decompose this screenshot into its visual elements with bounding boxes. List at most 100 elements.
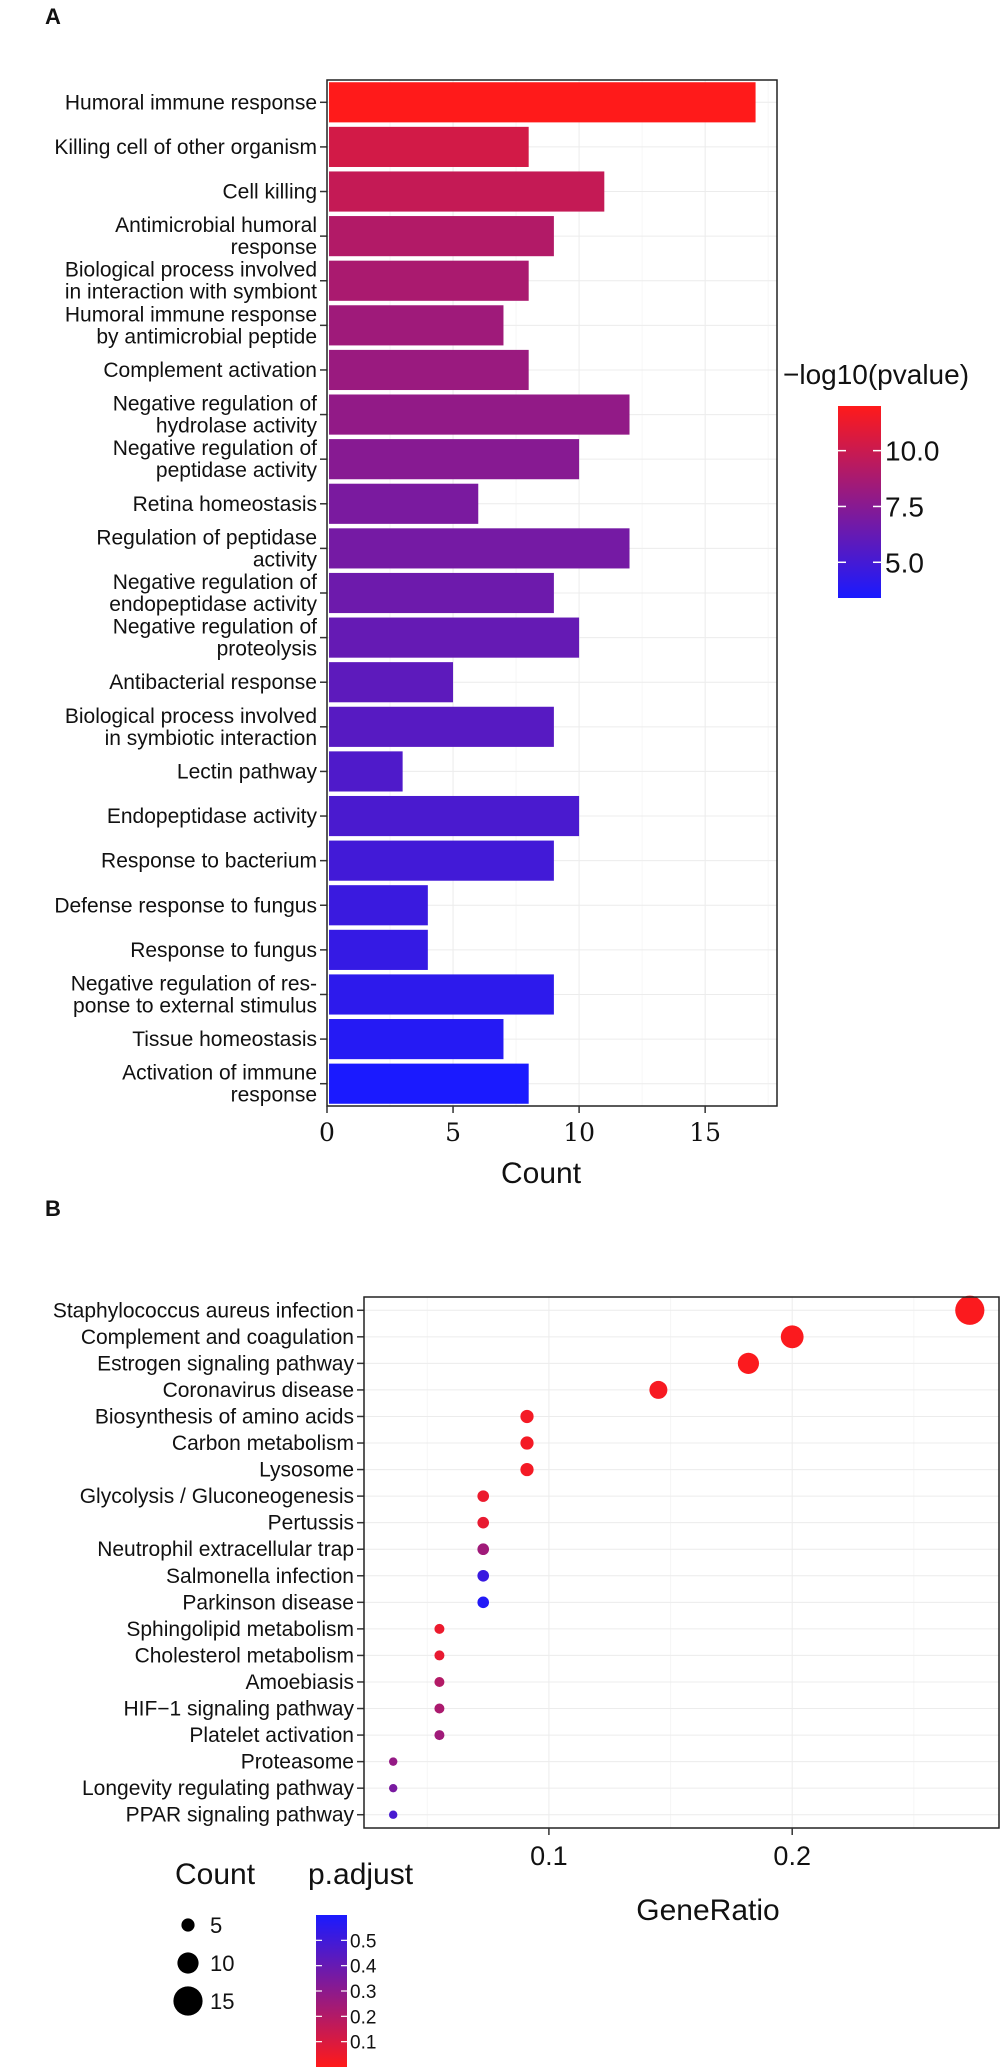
panel-a-category-label: Activation of immune response: [122, 1062, 317, 1107]
bar: [329, 885, 428, 926]
dot: [388, 1757, 398, 1766]
panel-b-x-axis-label: GeneRatio: [636, 1894, 779, 1927]
color-legend-title: p.adjust: [308, 1858, 414, 1891]
panel-b-category-label: Platelet activation: [189, 1724, 354, 1747]
panel-a-colorbar-ticks: 5.0 7.5 10.0: [838, 436, 940, 578]
size-legend-dot: [173, 1986, 203, 2016]
panel-a-x-ticks: 0 5 10 15: [319, 1106, 721, 1147]
panel-a-category-label: Negative regulation of endopeptidase acti…: [109, 571, 317, 616]
panel-a-category-label: Defense response to fungus: [54, 894, 317, 917]
panel-a-category-label: Lectin pathway: [177, 760, 318, 783]
panel-b-x-tick-label: 0.1: [530, 1841, 568, 1871]
bar: [329, 795, 580, 837]
dot: [434, 1676, 445, 1687]
bar: [329, 751, 403, 792]
colorbar-tick-label: 0.1: [350, 2033, 376, 2054]
dot: [477, 1516, 490, 1529]
panel-a-category-label: Complement activation: [103, 359, 317, 382]
bar: [329, 82, 756, 123]
panel-a-category-label: Antibacterial response: [109, 671, 317, 694]
dot: [388, 1810, 398, 1819]
panel-a-x-tick-label: 0: [319, 1118, 335, 1147]
panel-a-colorbar: [838, 406, 881, 598]
panel-b-category-label: Coronavirus disease: [163, 1379, 354, 1402]
panel-a-x-tick-label: 15: [689, 1118, 721, 1147]
panel-b-category-label: Proteasome: [241, 1751, 354, 1774]
panel-a-label: A: [45, 4, 61, 29]
colorbar-tick-label: 0.4: [350, 1957, 377, 1978]
size-legend-label: 10: [210, 1951, 234, 1976]
dot: [520, 1462, 534, 1477]
panel-b-category-label: Amoebiasis: [245, 1671, 354, 1694]
panel-b-category-label: HIF−1 signaling pathway: [123, 1698, 354, 1721]
dot: [477, 1490, 490, 1502]
panel-a-x-tick-label: 10: [563, 1118, 595, 1147]
colorbar-tick-label: 0.5: [350, 1931, 376, 1952]
panel-a-category-label: Biological process involved in symbiotic …: [65, 705, 317, 750]
panel-a-category-label: Negative regulation of res-ponse to exte…: [71, 972, 317, 1017]
size-legend-title: Count: [175, 1858, 256, 1891]
panel-b-category-label: Neutrophil extracellular trap: [97, 1538, 354, 1561]
dot: [434, 1730, 445, 1741]
dot: [737, 1352, 760, 1374]
bar: [329, 572, 554, 614]
size-legend-label: 5: [210, 1913, 222, 1938]
panel-a-category-label: Negative regulation of peptidase activity: [113, 437, 318, 482]
panel-b-category-label: Carbon metabolism: [172, 1432, 354, 1455]
panel-a-category-label: Negative regulation of proteolysis: [113, 616, 317, 661]
panel-a-category-label: Biological process involved in interactio…: [65, 259, 317, 304]
panel-b-category-label: Estrogen signaling pathway: [97, 1352, 354, 1375]
dot: [434, 1623, 445, 1634]
panel-a-category-label: Endopeptidase activity: [107, 805, 318, 828]
panel-b-category-label: Biosynthesis of amino acids: [95, 1405, 354, 1428]
dot: [649, 1380, 668, 1399]
panel-a-category-label: Response to bacterium: [101, 850, 317, 873]
panel-b-label: B: [45, 1196, 61, 1221]
bar: [329, 260, 529, 301]
panel-a-category-label: Killing cell of other organism: [54, 136, 317, 159]
panel-a-category-label: Response to fungus: [130, 939, 317, 962]
panel-a-category-label: Humoral immune response: [65, 91, 317, 114]
bar: [329, 1063, 529, 1104]
bar: [329, 349, 529, 391]
size-legend-dot: [177, 1952, 199, 1974]
panel-b-category-label: Longevity regulating pathway: [82, 1777, 355, 1800]
panel-b-category-label: Sphingolipid metabolism: [126, 1618, 354, 1641]
panel-b-size-legend: Count 5 10 15: [173, 1858, 256, 2016]
panel-a-category-label: Negative regulation of hydrolase activity: [113, 393, 318, 438]
panel-b-grid: [364, 1297, 999, 1828]
panel-b-category-label: Salmonella infection: [166, 1565, 354, 1588]
panel-a-category-label: Cell killing: [222, 181, 317, 204]
colorbar-tick-label: 0.2: [350, 2007, 376, 2028]
panel-b-x-ticks: 0.1 0.2: [530, 1828, 811, 1871]
panel-a-legend-title: −log10(pvalue): [783, 359, 969, 390]
bar: [329, 840, 554, 881]
panel-b-category-label: PPAR signaling pathway: [126, 1804, 355, 1827]
colorbar-tick-label: 7.5: [885, 491, 924, 522]
dot: [520, 1436, 534, 1450]
panel-a-y-labels: Humoral immune response Killing cell of o…: [54, 91, 327, 1107]
dot: [780, 1325, 804, 1349]
panel-a-x-tick-label: 5: [445, 1118, 461, 1147]
panel-a-category-label: Retina homeostasis: [133, 493, 317, 516]
dot: [434, 1703, 445, 1714]
bar: [329, 1019, 504, 1060]
panel-b-category-label: Parkinson disease: [182, 1591, 354, 1614]
colorbar-tick-label: 10.0: [885, 436, 940, 467]
panel-b: B Staphylococcus aureus infection Complem…: [45, 1196, 1000, 2067]
panel-a-category-label: Antimicrobial humoral response: [115, 214, 317, 259]
panel-b-colorbar-ticks: 0.1 0.2 0.3 0.4 0.5: [316, 1931, 377, 2054]
dot: [477, 1543, 490, 1556]
panel-a-category-label: Tissue homeostasis: [132, 1028, 317, 1051]
dot: [955, 1295, 985, 1325]
bar: [329, 305, 504, 346]
panel-b-category-label: Cholesterol metabolism: [135, 1644, 354, 1667]
bar: [329, 394, 630, 435]
panel-b-y-labels: Staphylococcus aureus infection Complemen…: [53, 1299, 364, 1827]
panel-b-category-label: Staphylococcus aureus infection: [53, 1299, 354, 1322]
panel-b-category-label: Complement and coagulation: [81, 1326, 354, 1349]
bar: [329, 216, 554, 257]
bar: [329, 662, 454, 703]
bar: [329, 706, 554, 747]
